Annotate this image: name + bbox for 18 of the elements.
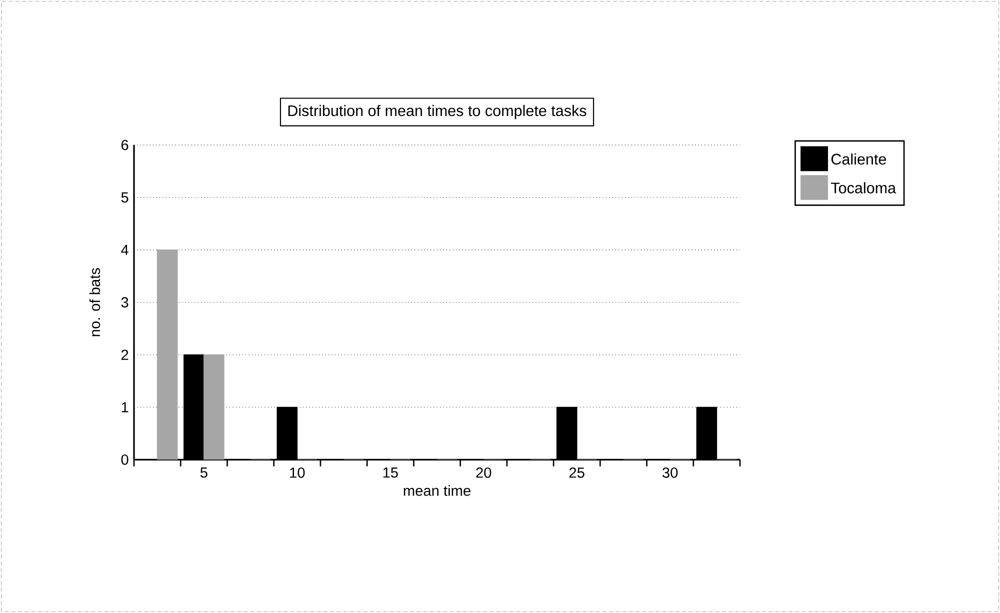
y-tick-label: 6: [121, 140, 128, 150]
legend-label: Caliente: [831, 153, 886, 165]
y-tick-label: 0: [121, 454, 128, 465]
chart-title: Distribution of mean times to complete tasks: [288, 104, 586, 120]
x-tick-label: 30: [662, 467, 678, 478]
x-tick-label: 15: [383, 467, 398, 478]
y-tick-label: 3: [121, 297, 128, 308]
x-tick-label: 25: [569, 467, 584, 478]
x-tick-label: 5: [200, 467, 208, 478]
x-tick-label: 10: [290, 467, 305, 478]
y-tick-label: 1: [122, 402, 128, 412]
y-axis-title: no. of bats: [89, 268, 100, 336]
x-tick-label: 20: [476, 467, 492, 478]
y-tick-label: 4: [121, 244, 128, 255]
y-tick-label: 5: [121, 192, 128, 203]
legend-label: Tocaloma: [831, 182, 896, 194]
x-axis-title: mean time: [404, 485, 470, 496]
y-tick-label: 2: [121, 350, 128, 360]
